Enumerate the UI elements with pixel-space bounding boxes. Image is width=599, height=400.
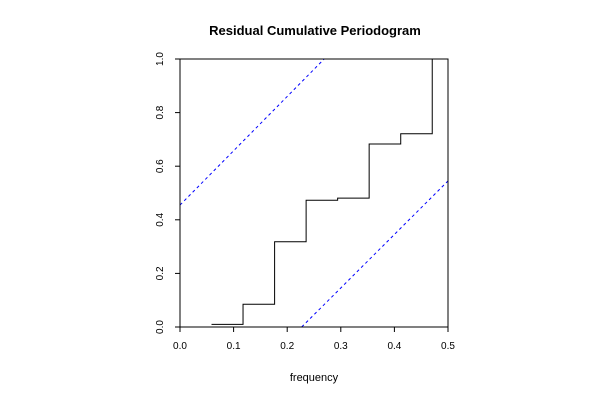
plot-area bbox=[179, 58, 449, 328]
y-tick-label: 0.6 bbox=[155, 159, 166, 173]
x-tick-label: 0.1 bbox=[227, 341, 241, 352]
y-tick-label: 0.2 bbox=[155, 266, 166, 280]
x-axis-label: frequency bbox=[290, 372, 339, 384]
x-tick-label: 0.0 bbox=[173, 341, 187, 352]
x-tick-label: 0.4 bbox=[387, 341, 401, 352]
x-axis: 0.0 0.1 0.2 0.3 0.4 0.5 bbox=[173, 326, 455, 352]
x-tick-label: 0.2 bbox=[280, 341, 294, 352]
plot-frame bbox=[179, 58, 449, 328]
y-tick-label: 0.0 bbox=[155, 320, 166, 334]
x-tick-label: 0.3 bbox=[334, 341, 348, 352]
y-tick-label: 0.4 bbox=[155, 212, 166, 226]
y-tick-label: 0.8 bbox=[155, 105, 166, 119]
chart-title: Residual Cumulative Periodogram bbox=[209, 23, 421, 38]
y-axis: 0.0 0.2 0.4 0.6 0.8 1.0 bbox=[155, 52, 181, 334]
cumulative-periodogram-step-line bbox=[211, 59, 433, 325]
confidence-bound-line-1 bbox=[179, 58, 325, 206]
confidence-bound-line-2 bbox=[301, 180, 449, 328]
y-tick-label: 1.0 bbox=[155, 52, 166, 66]
x-tick-label: 0.5 bbox=[441, 341, 455, 352]
